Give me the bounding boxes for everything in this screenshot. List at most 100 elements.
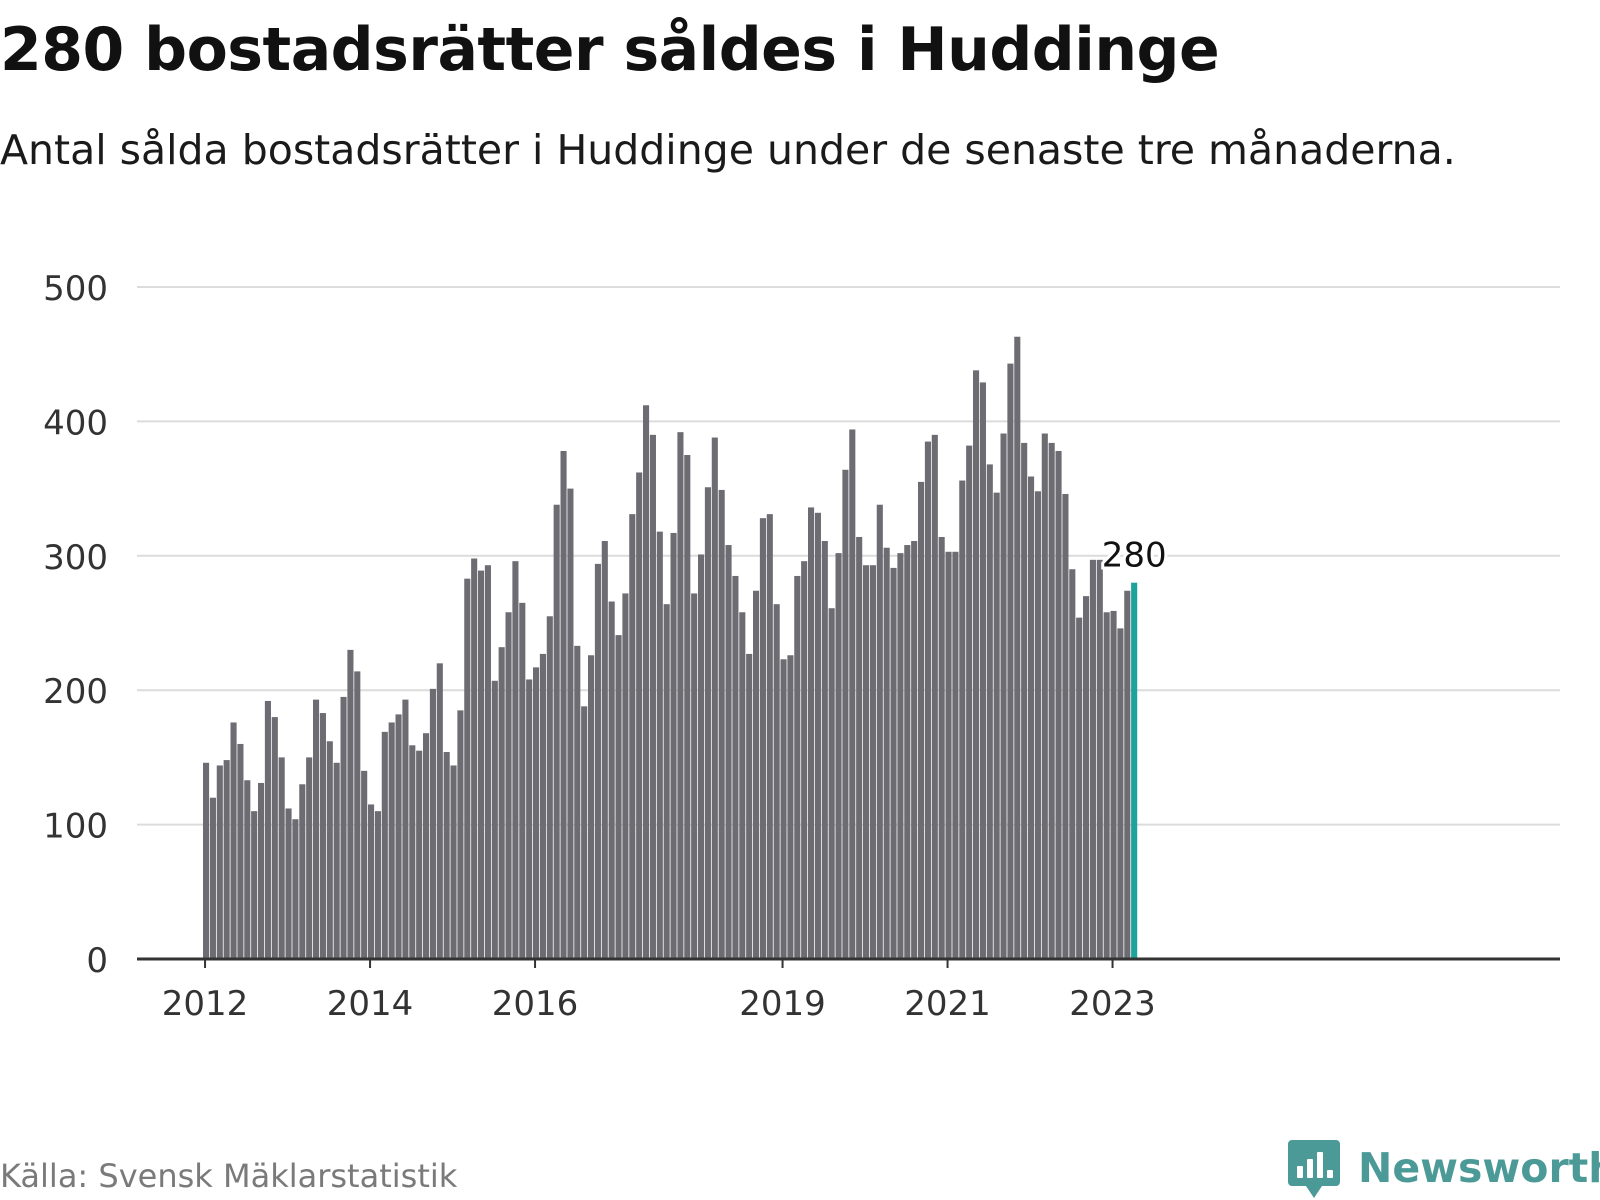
bar — [973, 370, 980, 959]
bar — [340, 696, 347, 959]
bar — [216, 765, 223, 959]
bar — [966, 445, 973, 959]
y-axis-tick-labels: 0 100 200 300 400 500 — [43, 269, 108, 981]
bar — [258, 782, 265, 959]
bar — [594, 563, 601, 959]
bar — [931, 434, 938, 960]
bar — [409, 745, 416, 959]
grid-lines — [137, 286, 1560, 826]
x-tick-label: 2016 — [492, 984, 579, 1024]
bar — [519, 602, 526, 959]
bar — [863, 565, 870, 959]
bar — [725, 545, 732, 959]
bar — [347, 649, 354, 959]
bar — [773, 604, 780, 959]
bar — [656, 531, 663, 959]
bar — [244, 780, 251, 959]
bar — [636, 472, 643, 959]
bar — [952, 551, 959, 959]
bar — [560, 450, 567, 959]
bar — [567, 488, 574, 959]
bar — [691, 593, 698, 959]
chart-title: 280 bostadsrätter såldes i Huddinge — [0, 15, 1220, 85]
bar — [986, 464, 993, 959]
bar — [794, 575, 801, 959]
bar — [1034, 491, 1041, 959]
bar — [876, 504, 883, 959]
bar — [429, 688, 436, 959]
bar — [1083, 596, 1090, 959]
bar — [264, 700, 271, 959]
bar — [388, 722, 395, 959]
bar — [354, 671, 361, 959]
bar — [787, 655, 794, 959]
bar — [299, 784, 306, 959]
bar — [753, 590, 760, 959]
bar — [278, 757, 285, 959]
bar — [718, 489, 725, 959]
bar — [1000, 433, 1007, 960]
newsworthy-logo: Newsworthy — [1288, 1140, 1600, 1200]
bar — [746, 653, 753, 959]
bar — [326, 741, 333, 959]
bar — [237, 743, 244, 959]
bar — [835, 553, 842, 959]
bars — [203, 336, 1138, 960]
bar — [649, 434, 656, 960]
bar — [1041, 433, 1048, 960]
bar — [546, 616, 553, 959]
bar — [938, 536, 945, 959]
x-tick-label: 2023 — [1069, 984, 1156, 1024]
speech-bubble-bar-chart-icon — [1288, 1140, 1340, 1198]
bar — [711, 437, 718, 959]
bar — [759, 518, 766, 959]
bar — [1110, 610, 1117, 959]
bar — [1007, 363, 1014, 959]
bar — [306, 757, 313, 959]
bar — [209, 797, 216, 959]
bar — [292, 819, 299, 959]
x-axis: 2012 2014 2016 2019 2021 2023 — [137, 957, 1560, 1024]
bar — [993, 492, 1000, 959]
bar — [1069, 569, 1076, 959]
bar — [766, 514, 773, 959]
bar — [464, 578, 471, 959]
bar — [333, 762, 340, 959]
bar-chart: 0 100 200 300 400 500 2012 2014 2016 2019 2021 202… — [43, 269, 1560, 1024]
x-tick-label: 2021 — [904, 984, 991, 1024]
bar — [808, 507, 815, 959]
bar — [1055, 450, 1062, 959]
bar — [1124, 590, 1131, 959]
bar — [828, 608, 835, 959]
bar — [924, 441, 931, 959]
bar — [1117, 628, 1124, 959]
bar — [484, 565, 491, 959]
bar — [890, 567, 897, 959]
bar — [450, 765, 457, 959]
bar — [615, 635, 622, 959]
bar — [1014, 336, 1021, 959]
bar — [443, 752, 450, 959]
bar — [588, 655, 595, 959]
x-tick-label: 2014 — [327, 984, 414, 1024]
bar — [911, 541, 918, 959]
bar — [821, 541, 828, 959]
bar — [313, 699, 320, 959]
bar — [319, 713, 326, 959]
bar — [670, 532, 677, 959]
brand-name: Newsworthy — [1358, 1144, 1600, 1192]
bar — [732, 575, 739, 959]
bar — [1089, 559, 1096, 959]
bar — [780, 659, 787, 959]
annotations: 280 — [1099, 533, 1170, 579]
bar — [230, 722, 237, 959]
bar — [478, 570, 485, 959]
bar — [643, 405, 650, 960]
bar — [368, 804, 375, 959]
bar — [395, 714, 402, 959]
bar — [869, 565, 876, 959]
bar — [945, 551, 952, 959]
bar — [601, 541, 608, 959]
bar — [684, 455, 691, 959]
bar — [897, 553, 904, 959]
